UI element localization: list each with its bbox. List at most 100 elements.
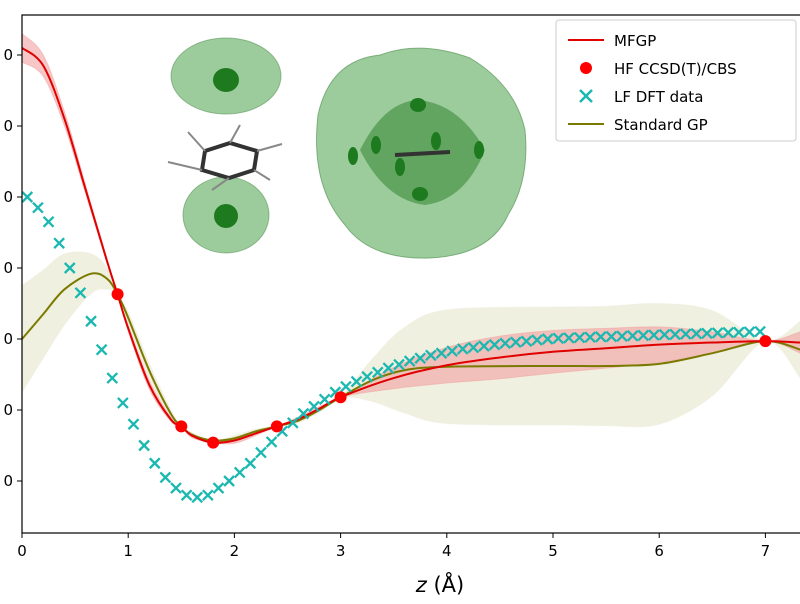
lf-dft-point — [191, 491, 204, 504]
lf-dft-point — [510, 336, 522, 349]
lf-dft-point — [594, 331, 607, 343]
lf-dft-point — [138, 439, 150, 452]
lf-dft-point — [244, 457, 257, 470]
legend-lf-label: LF DFT data — [614, 88, 703, 106]
lf-dft-point — [733, 326, 745, 339]
lf-dft-point — [361, 370, 373, 383]
lf-dft-point — [541, 333, 554, 345]
lf-dft-point — [159, 471, 172, 484]
lf-dft-point — [308, 400, 320, 413]
lf-dft-point — [669, 328, 681, 341]
lf-dft-point — [350, 375, 363, 388]
y-axis: 0 0 0 0 0 0 0 — [3, 46, 22, 490]
lf-dft-point — [170, 482, 182, 494]
hf-ccsdt-point — [759, 335, 772, 348]
lf-dft-point — [53, 237, 65, 249]
lf-dft-point — [414, 352, 427, 364]
lf-dft-point — [223, 475, 235, 487]
plot-frame — [21, 14, 800, 534]
lf-dft-point — [754, 325, 766, 338]
x-tick-label: 4 — [442, 542, 452, 560]
data-points — [21, 191, 772, 504]
x-axis: 0 1 2 3 4 5 6 7 — [17, 533, 770, 560]
lf-dft-point — [265, 436, 278, 448]
y-tick-label: 0 — [3, 259, 13, 277]
lf-dft-point — [425, 349, 437, 362]
lf-dft-point — [488, 338, 501, 351]
hf-ccsdt-point — [334, 391, 347, 404]
x-tick-label: 5 — [548, 542, 558, 560]
lf-dft-point — [679, 328, 692, 340]
legend-hf-label: HF CCSD(T)/CBS — [614, 60, 737, 78]
lf-dft-point — [701, 327, 713, 340]
hf-ccsdt-point — [175, 420, 188, 433]
legend-mfgp-label: MFGP — [614, 32, 656, 50]
lf-dft-point — [626, 329, 639, 342]
hf-ccsdt-point — [207, 436, 220, 449]
lf-dft-point — [212, 482, 225, 494]
y-tick-label: 0 — [3, 401, 13, 419]
x-axis-label: z (Å) — [415, 571, 464, 597]
lf-dft-point — [658, 328, 671, 341]
lf-dft-point — [467, 341, 480, 354]
legend: MFGP HF CCSD(T)/CBS LF DFT data Standard… — [555, 19, 797, 142]
y-tick-label: 0 — [3, 117, 13, 135]
lf-dft-point — [180, 489, 193, 502]
lf-dft-point — [478, 340, 490, 352]
y-tick-label: 0 — [3, 188, 13, 206]
lf-dft-point — [711, 327, 724, 339]
lf-dft-point — [616, 330, 628, 342]
lf-dft-point — [403, 355, 416, 367]
x-tick-label: 6 — [654, 542, 664, 560]
lf-dft-point — [233, 466, 246, 479]
lf-dft-point — [74, 287, 87, 299]
lf-dft-point — [520, 335, 533, 347]
lf-dft-point — [456, 343, 469, 355]
y-tick-label: 0 — [3, 330, 13, 348]
lf-dft-point — [117, 397, 129, 409]
x-tick-label: 7 — [761, 542, 771, 560]
lf-dft-point — [722, 326, 735, 339]
hf-ccsdt-point — [111, 288, 124, 301]
x-tick-label: 1 — [123, 542, 133, 560]
lf-dft-point — [127, 418, 140, 431]
lf-dft-point — [690, 327, 703, 340]
lf-dft-point — [563, 332, 575, 344]
lf-dft-point — [531, 334, 543, 346]
lf-dft-point — [63, 262, 76, 274]
legend-gp-label: Standard GP — [614, 116, 708, 134]
lf-dft-point — [255, 446, 267, 459]
lf-dft-point — [499, 337, 512, 350]
lf-dft-point — [42, 216, 55, 228]
y-tick-label: 0 — [3, 472, 13, 490]
lf-dft-point — [318, 393, 331, 406]
lf-dft-point — [371, 366, 384, 379]
lf-dft-point — [21, 191, 34, 203]
lf-dft-point — [32, 201, 44, 214]
lf-dft-point — [648, 329, 660, 341]
x-tick-label: 3 — [336, 542, 346, 560]
x-tick-label: 0 — [17, 542, 27, 560]
lf-dft-point — [584, 331, 596, 344]
lf-dft-point — [286, 416, 299, 429]
hf-ccsdt-point — [270, 420, 283, 433]
lf-dft-point — [573, 331, 586, 344]
lf-dft-point — [435, 347, 448, 360]
lf-dft-point — [95, 343, 108, 356]
lf-dft-point — [552, 332, 565, 345]
lf-dft-point — [382, 362, 395, 374]
lf-dft-point — [393, 358, 405, 371]
molecule-density-illustration — [167, 37, 527, 259]
lf-dft-point — [106, 372, 119, 384]
legend-hf-swatch — [580, 62, 592, 74]
lf-dft-point — [637, 329, 650, 342]
series-lines — [21, 47, 800, 444]
lf-dft-point — [148, 457, 161, 470]
lf-dft-point — [605, 330, 618, 343]
y-tick-label: 0 — [3, 46, 13, 64]
lf-dft-point — [202, 489, 214, 502]
lf-dft-point — [297, 407, 310, 420]
standard-gp-line — [21, 272, 800, 442]
legend-lf-swatch — [579, 89, 593, 103]
